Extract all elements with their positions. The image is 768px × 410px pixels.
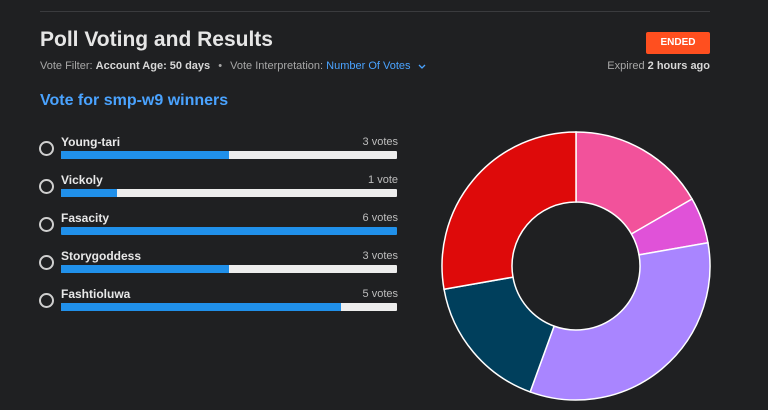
- expiry-prefix: Expired: [607, 60, 645, 72]
- page-title: Poll Voting and Results: [40, 28, 273, 51]
- poll-option[interactable]: Fashtioluwa 5 votes: [38, 287, 398, 325]
- vote-interpretation-value: Number Of Votes: [326, 60, 411, 72]
- option-vote-count: 1 vote: [368, 174, 398, 186]
- option-progress-fill: [61, 227, 397, 235]
- poll-question: Vote for smp-w9 winners: [40, 92, 229, 109]
- option-label: Storygoddess: [61, 249, 142, 263]
- option-progress-fill: [61, 265, 229, 273]
- option-label: Vickoly: [61, 173, 103, 187]
- poll-option[interactable]: Fasacity 6 votes: [38, 211, 398, 249]
- vote-interpretation-select[interactable]: Number Of Votes: [326, 60, 426, 72]
- poll-option[interactable]: Storygoddess 3 votes: [38, 249, 398, 287]
- radio-button[interactable]: [39, 255, 54, 270]
- option-label: Young-tari: [61, 135, 121, 149]
- radio-button[interactable]: [39, 141, 54, 156]
- poll-option[interactable]: Young-tari 3 votes: [38, 135, 398, 173]
- option-progress-bar: [61, 303, 397, 311]
- results-donut-chart: [441, 131, 711, 401]
- vote-filter-label: Vote Filter:: [40, 60, 93, 72]
- expiry-text: Expired 2 hours ago: [607, 60, 710, 72]
- vote-filter-line: Vote Filter: Account Age: 50 days • Vote…: [40, 60, 426, 72]
- option-progress-bar: [61, 227, 397, 235]
- radio-button[interactable]: [39, 217, 54, 232]
- option-vote-count: 3 votes: [362, 136, 398, 148]
- separator-dot: •: [218, 60, 223, 72]
- radio-button[interactable]: [39, 293, 54, 308]
- donut-slice: [529, 241, 711, 401]
- option-progress-fill: [61, 189, 117, 197]
- option-vote-count: 5 votes: [362, 288, 398, 300]
- option-vote-count: 3 votes: [362, 250, 398, 262]
- option-progress-fill: [61, 303, 341, 311]
- option-label: Fashtioluwa: [61, 287, 131, 301]
- option-progress-fill: [61, 151, 229, 159]
- option-progress-bar: [61, 189, 397, 197]
- vote-filter-value: Account Age: 50 days: [95, 60, 211, 72]
- expiry-value: 2 hours ago: [647, 60, 710, 72]
- option-progress-bar: [61, 265, 397, 273]
- radio-button[interactable]: [39, 179, 54, 194]
- donut-slice: [441, 131, 577, 291]
- top-divider: [40, 11, 710, 12]
- status-badge: ENDED: [646, 32, 710, 54]
- vote-interpretation-label: Vote Interpretation:: [230, 60, 324, 72]
- chevron-down-icon: [418, 64, 426, 69]
- option-progress-bar: [61, 151, 397, 159]
- poll-option[interactable]: Vickoly 1 vote: [38, 173, 398, 211]
- option-label: Fasacity: [61, 211, 110, 225]
- poll-options: Young-tari 3 votes Vickoly 1 vote Fasaci…: [38, 135, 398, 325]
- option-vote-count: 6 votes: [362, 212, 398, 224]
